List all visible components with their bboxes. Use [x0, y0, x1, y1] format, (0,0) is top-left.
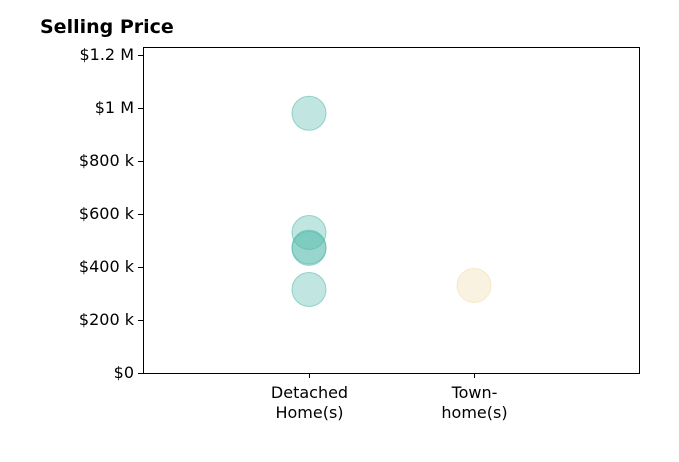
x-category-label: Detached — [271, 383, 348, 402]
data-point — [291, 95, 327, 131]
x-category-label: Town- — [451, 383, 498, 402]
y-axis: $0 $200 k $400 k $600 k $800 k $1 M $1.2 M — [79, 45, 143, 382]
data-point — [291, 272, 327, 308]
data-point — [456, 268, 492, 304]
x-category-label: Home(s) — [275, 403, 343, 422]
x-category-label: home(s) — [441, 403, 507, 422]
y-tick-label: $800 k — [79, 151, 135, 170]
y-tick-label: $0 — [114, 363, 134, 382]
data-point — [291, 230, 327, 266]
plot-frame — [143, 47, 640, 374]
y-tick-label: $400 k — [79, 257, 135, 276]
y-tick-label: $200 k — [79, 310, 135, 329]
y-tick-label: $600 k — [79, 204, 135, 223]
chart-title: Selling Price — [40, 16, 174, 38]
y-tick-label: $1 M — [95, 98, 134, 117]
data-point — [291, 215, 327, 251]
points-layer — [291, 95, 492, 308]
y-tick-label: $1.2 M — [79, 45, 134, 64]
